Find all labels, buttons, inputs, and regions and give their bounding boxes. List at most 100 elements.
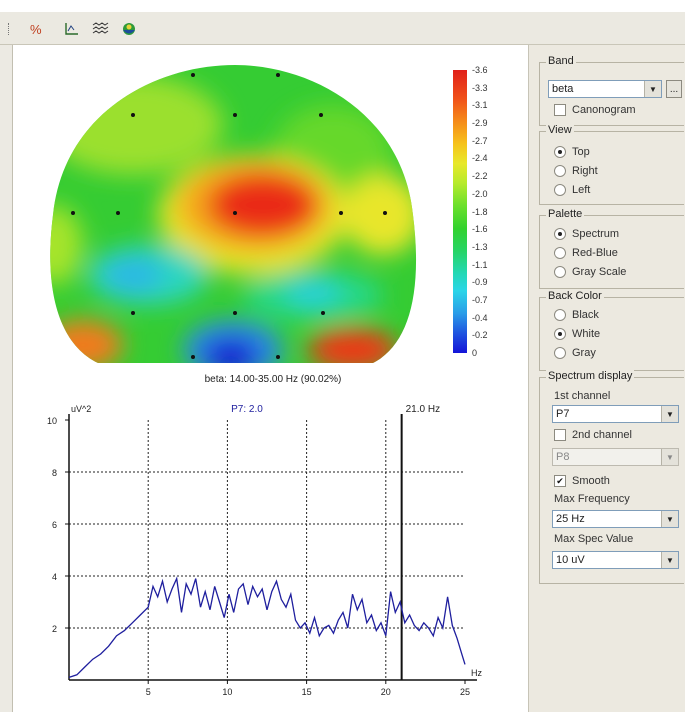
- view-option-label: Left: [572, 184, 591, 196]
- plot-area: beta: 14.00-35.00 Hz (90.02%) 10 8 6 4 2 5 10 1…: [13, 45, 528, 712]
- percent-icon[interactable]: %: [28, 20, 46, 38]
- x-tick-label: 20: [381, 687, 391, 697]
- topomap-head: [50, 65, 417, 363]
- marker-label: 21.0 Hz: [406, 404, 440, 415]
- x-tick-label: 5: [146, 687, 151, 697]
- palette-radio[interactable]: [554, 266, 566, 278]
- colorbar-tick-label: -1.8: [472, 206, 488, 217]
- axes-icon[interactable]: [62, 20, 80, 38]
- colorbar-tick-label: -2.0: [472, 188, 488, 199]
- first-channel-value: P7: [556, 408, 570, 420]
- palette-radio[interactable]: [554, 247, 566, 259]
- second-channel-value: P8: [556, 451, 570, 463]
- palette-option-red-blue[interactable]: Red-Blue: [554, 247, 618, 259]
- colorbar-tick-label: -2.4: [472, 153, 488, 164]
- wave-icon[interactable]: [92, 20, 110, 38]
- back-color-option-label: Black: [572, 309, 599, 321]
- palette-group: Palette: [539, 208, 684, 289]
- colorbar-tick-label: -0.4: [472, 312, 488, 323]
- back-color-title: Back Color: [546, 290, 604, 302]
- back-color-radio[interactable]: [554, 347, 566, 359]
- back-color-option-white[interactable]: White: [554, 328, 600, 340]
- view-option-top[interactable]: Top: [554, 146, 590, 158]
- chevron-down-icon: ▼: [661, 511, 678, 527]
- second-channel-checkbox[interactable]: 2nd channel: [554, 429, 632, 441]
- max-spec-label: Max Spec Value: [554, 533, 634, 545]
- second-channel-select[interactable]: P8 ▼: [552, 448, 679, 466]
- band-select[interactable]: beta ▼: [548, 80, 662, 98]
- view-radio[interactable]: [554, 146, 566, 158]
- chevron-down-icon: ▼: [644, 81, 661, 97]
- x-axis-unit-label: Hz: [471, 668, 482, 678]
- canonogram-checkbox[interactable]: Canonogram: [554, 104, 636, 116]
- colorbar-tick-label: -0.9: [472, 277, 488, 288]
- palette-option-spectrum[interactable]: Spectrum: [554, 228, 619, 240]
- back-color-radio[interactable]: [554, 328, 566, 340]
- electrode-dots: [71, 73, 387, 359]
- y-tick-label: 2: [52, 624, 57, 634]
- max-spec-select[interactable]: 10 uV ▼: [552, 551, 679, 569]
- head-icon[interactable]: [120, 20, 138, 38]
- grip-icon: [6, 20, 14, 38]
- first-channel-select[interactable]: P7 ▼: [552, 405, 679, 423]
- colorbar-tick-label: -3.1: [472, 100, 488, 111]
- palette-radio[interactable]: [554, 228, 566, 240]
- view-radio[interactable]: [554, 184, 566, 196]
- svg-text:%: %: [30, 22, 42, 37]
- colorbar-tick-label: -3.6: [472, 65, 488, 75]
- topomap-svg: beta: 14.00-35.00 Hz (90.02%): [50, 65, 417, 385]
- first-channel-label: 1st channel: [554, 390, 611, 402]
- view-option-left[interactable]: Left: [554, 184, 590, 196]
- y-axis-unit-label: uV^2: [71, 404, 91, 414]
- colorbar-tick-label: -1.6: [472, 224, 488, 235]
- colorbar-tick-label: -0.2: [472, 330, 488, 341]
- colorbar-tick-label: -2.9: [472, 118, 488, 129]
- canonogram-check-box[interactable]: [554, 104, 566, 116]
- view-option-right[interactable]: Right: [554, 165, 598, 177]
- back-color-radio[interactable]: [554, 309, 566, 321]
- colorbar-tick-label: -0.7: [472, 294, 488, 305]
- smooth-checkbox[interactable]: ✔ Smooth: [554, 475, 610, 487]
- max-frequency-value: 25 Hz: [556, 513, 585, 525]
- second-channel-label: 2nd channel: [572, 429, 632, 441]
- max-frequency-label: Max Frequency: [554, 493, 630, 505]
- colorbar-tick-label: -3.3: [472, 82, 488, 93]
- back-color-option-label: White: [572, 328, 601, 340]
- spectrum-series-line: [68, 576, 466, 679]
- y-tick-label: 10: [47, 416, 57, 426]
- smooth-check-box[interactable]: ✔: [554, 475, 566, 487]
- x-tick-label: 10: [222, 687, 232, 697]
- back-color-option-black[interactable]: Black: [554, 309, 599, 321]
- view-radio[interactable]: [554, 165, 566, 177]
- spectrum-display-group: Spectrum display: [539, 370, 684, 584]
- palette-title: Palette: [546, 208, 585, 220]
- left-frame: [0, 45, 13, 712]
- view-option-label: Right: [572, 165, 598, 177]
- x-tick-label: 25: [460, 687, 470, 697]
- x-tick-label: 15: [302, 687, 312, 697]
- chevron-down-icon: ▼: [661, 552, 678, 568]
- palette-option-label: Red-Blue: [572, 247, 618, 259]
- second-channel-check-box[interactable]: [554, 429, 566, 441]
- max-frequency-select[interactable]: 25 Hz ▼: [552, 510, 679, 528]
- max-spec-value: 10 uV: [556, 554, 585, 566]
- topomap-caption: beta: 14.00-35.00 Hz (90.02%): [205, 374, 342, 385]
- palette-option-label: Spectrum: [572, 228, 620, 240]
- back-color-option-gray[interactable]: Gray: [554, 347, 596, 359]
- palette-option-label: Gray Scale: [572, 266, 627, 278]
- view-title: View: [546, 124, 574, 136]
- palette-option-gray-scale[interactable]: Gray Scale: [554, 266, 626, 278]
- spectrum-display-title: Spectrum display: [546, 370, 635, 382]
- band-value: beta: [552, 83, 574, 95]
- view-option-label: Top: [572, 146, 590, 158]
- y-tick-label: 8: [52, 468, 57, 478]
- colorbar-tick-label: -1.1: [472, 259, 488, 270]
- chevron-down-icon: ▼: [661, 449, 678, 465]
- colorbar-tick-label: 0: [472, 348, 478, 358]
- band-more-button[interactable]: ...: [666, 80, 682, 98]
- y-tick-label: 6: [52, 520, 57, 530]
- canonogram-label: Canonogram: [572, 104, 636, 116]
- band-group: Band: [539, 55, 684, 126]
- channel-label: P7: 2.0: [231, 404, 263, 415]
